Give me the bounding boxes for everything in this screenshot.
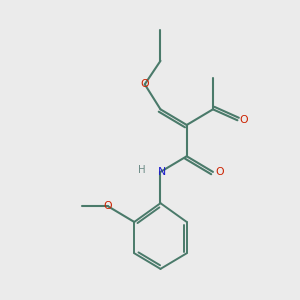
Text: O: O [104,201,112,211]
Text: O: O [215,167,224,177]
Text: O: O [239,115,248,125]
Text: H: H [139,165,146,175]
Text: O: O [140,79,149,89]
Text: N: N [158,167,166,177]
